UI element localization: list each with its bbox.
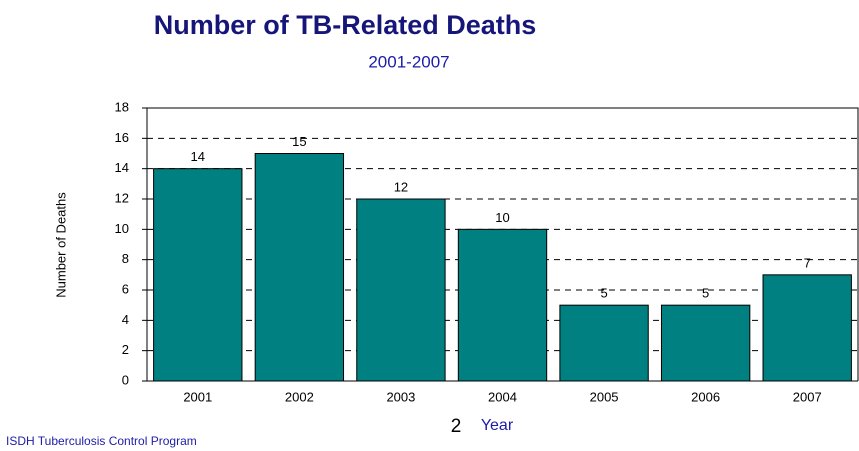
chart-title: Number of TB-Related Deaths [154, 10, 537, 40]
y-tick-label: 0 [122, 372, 129, 387]
x-tick-label: 2001 [183, 389, 212, 404]
y-tick-label: 12 [115, 190, 129, 205]
footer: ISDH Tuberculosis Control Program [6, 434, 197, 448]
page-number: 2 [451, 416, 462, 437]
plot-frame [146, 107, 859, 381]
bar [356, 198, 446, 382]
data-label: 10 [495, 210, 509, 225]
x-tick-label: 2005 [590, 389, 619, 404]
x-tick-label: 2006 [691, 389, 720, 404]
data-label: 5 [702, 286, 709, 301]
y-tick-label: 2 [122, 342, 129, 357]
y-axis-label: Number of Deaths [53, 192, 68, 298]
chart-subtitle: 2001-2007 [368, 52, 449, 71]
x-tick-label: 2004 [488, 389, 517, 404]
y-tick-label: 18 [115, 99, 129, 114]
x-tick-label: 2007 [793, 389, 822, 404]
bar [660, 304, 751, 382]
y-tick-label: 4 [122, 312, 129, 327]
y-tick-label: 16 [115, 130, 129, 145]
y-tick-label: 6 [122, 281, 129, 296]
bar [254, 153, 345, 382]
bar [559, 304, 649, 382]
data-label: 14 [191, 149, 205, 164]
y-tick-label: 10 [115, 221, 129, 236]
bar [153, 168, 243, 382]
y-tick-label: 8 [122, 251, 129, 266]
bar [762, 274, 852, 382]
x-tick-label: 2002 [285, 389, 314, 404]
y-tick-label: 14 [115, 160, 129, 175]
x-axis-label: Year [481, 417, 514, 434]
data-label: 12 [394, 179, 408, 194]
bar [457, 228, 548, 382]
x-tick-label: 2003 [386, 389, 415, 404]
data-label: 7 [804, 255, 811, 270]
data-label: 5 [600, 286, 607, 301]
data-label: 15 [292, 134, 306, 149]
